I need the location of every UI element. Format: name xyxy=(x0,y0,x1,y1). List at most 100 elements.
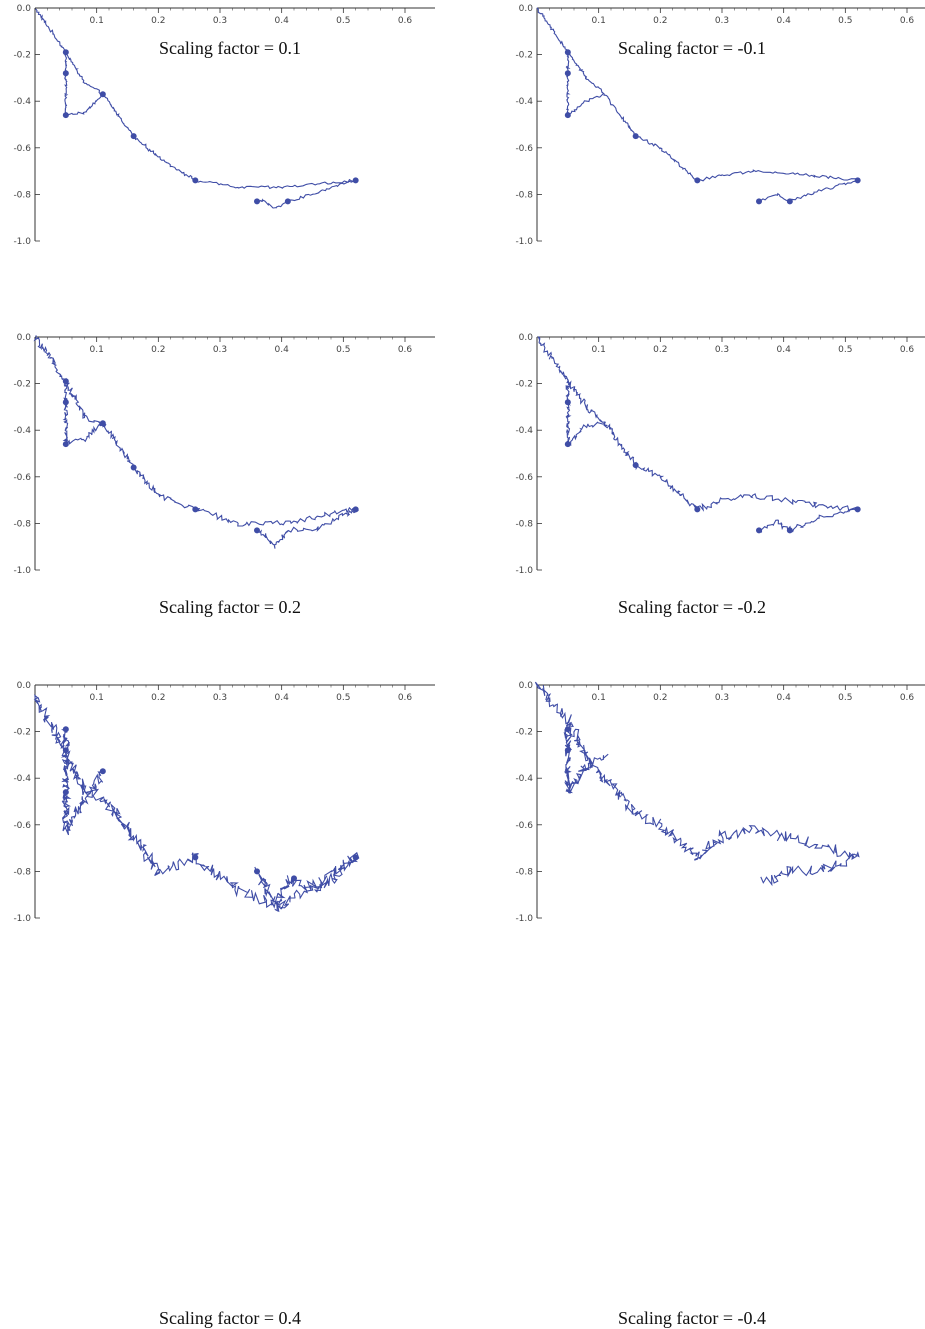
data-point xyxy=(352,177,359,184)
x-tick-label: 0.2 xyxy=(151,16,165,26)
y-tick-label: -0.4 xyxy=(13,774,31,784)
chart-svg: 0.1 0.2 0.3 0.4 0.5 0.6 0.0 -0.2 -0.4 -0.6 -0.8 -1.… xyxy=(13,681,435,924)
x-tick-label: 0.6 xyxy=(398,345,413,355)
x-tick-label: 0.3 xyxy=(213,693,227,703)
curve-branch xyxy=(565,51,605,118)
y-tick-label: -0.8 xyxy=(13,519,31,529)
data-point xyxy=(564,70,571,77)
curve-path xyxy=(35,8,357,209)
data-point xyxy=(62,112,69,119)
chart-svg: 0.1 0.2 0.3 0.4 0.5 0.6 0.0 -0.2 -0.4 -0.6 -0.8 -1.… xyxy=(515,333,925,576)
x-tick-label: 0.6 xyxy=(900,345,915,355)
y-tick-label: -0.8 xyxy=(13,867,31,877)
y-tick-label: -0.6 xyxy=(13,821,31,831)
y-tick-label: -0.2 xyxy=(515,728,533,738)
data-point xyxy=(192,177,199,184)
data-point xyxy=(62,378,69,385)
data-point xyxy=(564,399,571,406)
data-point xyxy=(564,441,571,448)
data-point xyxy=(254,868,260,875)
curve-path xyxy=(33,335,360,549)
x-tick-label: 0.5 xyxy=(336,345,350,355)
y-tick-label: -1.0 xyxy=(13,566,31,576)
curve-branch xyxy=(60,728,105,836)
data-point xyxy=(62,49,69,56)
x-tick-label: 0.4 xyxy=(777,345,792,355)
data-point xyxy=(62,726,69,733)
y-tick-label: -0.8 xyxy=(13,190,31,200)
curve-branch xyxy=(565,379,606,447)
x-tick-label: 0.3 xyxy=(213,345,227,355)
x-tick-label: 0.4 xyxy=(275,16,290,26)
x-tick-label: 0.3 xyxy=(715,345,729,355)
curve-path xyxy=(33,694,360,913)
x-tick-label: 0.1 xyxy=(90,693,104,703)
y-tick-label: 0.0 xyxy=(519,681,534,691)
curve-path xyxy=(537,336,860,533)
y-tick-label: -0.4 xyxy=(515,774,533,784)
data-point xyxy=(62,441,69,448)
data-point xyxy=(62,70,69,77)
x-tick-label: 0.4 xyxy=(777,16,792,26)
curve-branch xyxy=(62,380,105,446)
data-point xyxy=(756,198,762,205)
y-tick-label: -0.6 xyxy=(515,821,533,831)
data-point xyxy=(254,198,260,205)
data-point xyxy=(291,875,297,882)
x-tick-label: 0.6 xyxy=(900,16,915,26)
x-tick-label: 0.3 xyxy=(715,693,729,703)
data-point xyxy=(284,198,291,205)
data-point xyxy=(62,399,69,406)
chart-svg: 0.1 0.2 0.3 0.4 0.5 0.6 0.0 -0.2 -0.4 -0.6 -0.8 -1.… xyxy=(515,4,925,247)
x-tick-label: 0.4 xyxy=(275,345,290,355)
y-tick-label: -0.6 xyxy=(515,144,533,154)
chart-caption: Scaling factor = 0.4 xyxy=(158,1308,302,1328)
curve-branch xyxy=(63,52,104,116)
data-point xyxy=(99,91,106,98)
x-tick-label: 0.2 xyxy=(653,16,667,26)
data-point xyxy=(62,747,69,754)
y-tick-label: -0.8 xyxy=(515,519,533,529)
curve-path xyxy=(536,7,859,203)
data-point xyxy=(130,133,137,140)
y-tick-label: -0.2 xyxy=(515,380,533,390)
y-tick-label: -0.6 xyxy=(13,144,31,154)
x-tick-label: 0.5 xyxy=(838,345,852,355)
chart-caption: Scaling factor = 0.2 xyxy=(158,597,302,617)
x-tick-label: 0.6 xyxy=(398,16,413,26)
y-tick-label: -1.0 xyxy=(13,237,31,247)
x-tick-label: 0.2 xyxy=(151,345,165,355)
data-point xyxy=(694,177,701,184)
x-tick-label: 0.5 xyxy=(838,693,852,703)
y-tick-label: 0.0 xyxy=(17,333,32,343)
data-point xyxy=(99,420,106,427)
data-point xyxy=(99,768,106,775)
x-tick-label: 0.5 xyxy=(838,16,852,26)
y-tick-label: 0.0 xyxy=(17,681,32,691)
y-tick-label: -0.2 xyxy=(13,728,31,738)
y-tick-label: -1.0 xyxy=(13,914,31,924)
data-point xyxy=(62,789,69,796)
data-point xyxy=(192,854,199,861)
data-point xyxy=(632,133,639,140)
chart-caption: Scaling factor = -0.1 xyxy=(617,38,767,58)
y-tick-label: -0.2 xyxy=(13,380,31,390)
curve-branch xyxy=(563,729,609,794)
x-tick-label: 0.1 xyxy=(90,16,104,26)
y-tick-label: -0.8 xyxy=(515,190,533,200)
x-tick-label: 0.5 xyxy=(336,16,350,26)
y-tick-label: 0.0 xyxy=(519,333,534,343)
y-tick-label: -0.6 xyxy=(13,473,31,483)
data-point xyxy=(130,464,137,471)
data-point xyxy=(564,112,571,119)
data-point xyxy=(192,506,199,513)
chart-svg: 0.1 0.2 0.3 0.4 0.5 0.6 0.0 -0.2 -0.4 -0.6 -0.8 -1.… xyxy=(515,681,925,924)
y-tick-label: -1.0 xyxy=(515,237,533,247)
data-point xyxy=(564,49,571,56)
y-tick-label: -1.0 xyxy=(515,914,533,924)
y-tick-label: -0.2 xyxy=(515,51,533,61)
data-point xyxy=(854,506,861,513)
data-point xyxy=(564,726,571,733)
y-tick-label: -0.2 xyxy=(13,51,31,61)
x-tick-label: 0.4 xyxy=(275,693,290,703)
